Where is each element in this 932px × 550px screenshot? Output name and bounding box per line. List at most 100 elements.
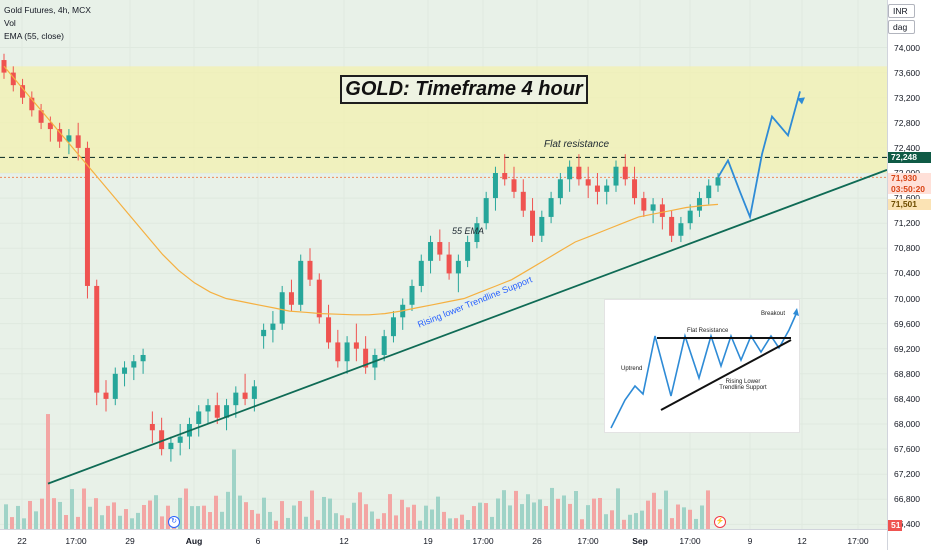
candle-body (196, 411, 202, 424)
candle-body (530, 210, 536, 236)
volume-bar (532, 502, 536, 529)
candle-body (641, 198, 647, 211)
volume-bar (166, 505, 170, 529)
candle-body (465, 242, 471, 261)
volume-bar (238, 495, 242, 529)
candle-body (242, 392, 248, 399)
volume-bar (430, 509, 434, 529)
price-tick: 71,600 (894, 193, 920, 203)
candle-body (20, 85, 26, 98)
volume-bar (586, 505, 590, 529)
candle-body (381, 336, 387, 355)
volume-bar (130, 518, 134, 529)
price-tick: 69,600 (894, 318, 920, 329)
volume-bar (82, 488, 86, 529)
time-tick: 12 (797, 536, 807, 546)
inset-support-label: Rising Lower Trendline Support (713, 379, 773, 391)
price-tick: 70,000 (894, 293, 920, 304)
candlestick-chart (0, 53, 887, 529)
price-tick: 72,800 (894, 117, 920, 128)
volume-bar (376, 518, 380, 529)
inset-support-line1: Rising Lower (725, 379, 761, 385)
volume-bar (604, 514, 608, 529)
volume-bar (598, 497, 602, 529)
last-price-badge: 71,930 03:50:20 (888, 173, 931, 194)
volume-bar (220, 511, 224, 529)
period-label[interactable]: dag (888, 20, 915, 34)
volume-bar (388, 494, 392, 529)
volume-bar (4, 504, 8, 529)
volume-bar (616, 488, 620, 529)
price-axis[interactable]: 74,00073,60073,20072,80072,40072,00071,6… (887, 0, 932, 550)
candle-body (659, 204, 665, 217)
ema-line (3, 65, 719, 316)
volume-bar (658, 509, 662, 529)
candle-body (335, 342, 341, 362)
candle-body (316, 279, 322, 318)
candle-body (511, 179, 517, 192)
candle-body (576, 166, 582, 180)
volume-bar (634, 513, 638, 529)
time-tick: 22 (17, 536, 27, 546)
candle-body (251, 386, 257, 399)
pattern-diagram (610, 308, 799, 429)
volume-bar (478, 502, 482, 529)
volume-bar (58, 501, 62, 529)
volume-bar (34, 511, 38, 529)
time-axis[interactable]: 22 17:00 29 Aug 6 12 19 17:00 26 17:00 Sep 17:00 9 12… (0, 529, 887, 550)
volume-bar (226, 491, 230, 529)
volume-bar (568, 503, 572, 529)
volume-bar (304, 516, 308, 529)
volume-bar (484, 503, 488, 529)
price-tick: 71,200 (894, 218, 920, 229)
candle-body (474, 223, 480, 243)
replay-icon[interactable]: ↻ (168, 516, 180, 528)
volume-bar (142, 504, 146, 529)
time-tick: 17:00 (472, 536, 494, 546)
projection-path (717, 91, 801, 221)
volume-bar (40, 498, 44, 529)
volume-bar (310, 490, 314, 529)
candle-body (47, 122, 53, 130)
volume-bar (442, 511, 446, 529)
price-tick: 72,400 (894, 142, 920, 153)
inset-uptrend: Uptrend (621, 366, 643, 372)
volume-bar (394, 515, 398, 529)
time-tick: 9 (747, 536, 753, 546)
volume-bar (550, 487, 554, 529)
volume-bar (112, 502, 116, 529)
candle-body (715, 177, 721, 186)
volume-bar (292, 505, 296, 529)
candle-body (122, 367, 128, 374)
volume-bar (202, 505, 206, 529)
candle-body (455, 260, 461, 274)
candle-body (409, 285, 415, 305)
volume-bar (280, 501, 284, 529)
volume-bar (148, 500, 152, 529)
volume-bar (10, 517, 14, 529)
candle-body (678, 223, 684, 236)
time-tick: 12 (339, 536, 349, 546)
chart-title: GOLD: Timeframe 4 hour (340, 75, 588, 104)
volume-bar (496, 498, 500, 529)
time-tick: Aug (185, 536, 203, 546)
currency-label[interactable]: INR (888, 4, 915, 18)
volume-bar (514, 490, 518, 529)
time-tick: Sep (632, 536, 648, 546)
candle-body (669, 216, 675, 236)
volume-bar (664, 490, 668, 529)
volume-bar (370, 511, 374, 529)
candle-body (57, 129, 63, 142)
volume-bar (652, 492, 656, 529)
candle-body (224, 405, 230, 418)
price-tick: 74,000 (894, 42, 920, 53)
inset-support-line (660, 339, 792, 411)
lightning-icon[interactable]: ⚡ (714, 516, 726, 528)
candle-body (38, 110, 44, 123)
volume-bar (622, 519, 626, 529)
time-tick: 17:00 (65, 536, 87, 546)
chart-plot-area[interactable]: Gold Futures, 4h, MCX Vol EMA (55, close… (0, 0, 887, 529)
candle-body (428, 242, 434, 261)
candle-body (632, 179, 638, 199)
candle-body (696, 198, 702, 211)
